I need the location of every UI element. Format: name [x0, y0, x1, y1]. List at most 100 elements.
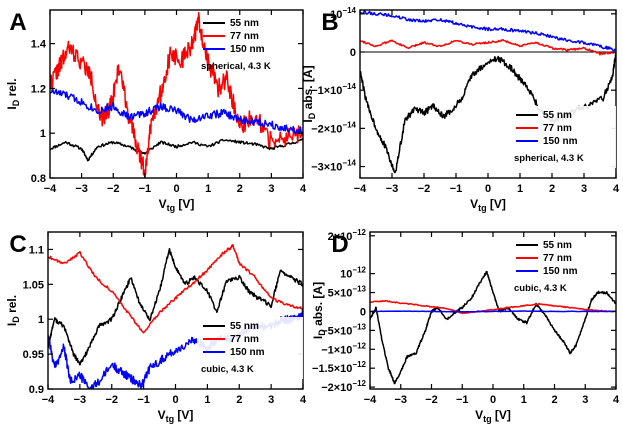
x-tick-label: 3	[268, 183, 274, 195]
x-tick-label: −1	[450, 183, 463, 195]
annotation-label: spherical, 4.3 K	[514, 153, 584, 164]
y-tick-label: 10−12	[340, 266, 366, 281]
x-tick-label: 2	[551, 394, 557, 406]
y-tick-label: −2×10−12	[321, 379, 366, 394]
y-tick-label: −2×10−14	[311, 120, 356, 135]
y-tick-label: 1	[40, 128, 46, 140]
x-tick-label: −4	[44, 183, 57, 195]
x-tick-label: 3	[268, 394, 274, 406]
y-tick-label: −1×10−14	[311, 82, 356, 97]
x-tick-label: 1	[204, 394, 210, 406]
y-axis-label: ID abs. [A]	[311, 282, 327, 339]
y-tick-label: 2×10−12	[328, 228, 367, 243]
x-tick-label: 2	[237, 183, 243, 195]
y-tick-label: −5×10−13	[321, 322, 366, 337]
legend-label: 77 nm	[230, 334, 259, 345]
x-tick-label: −2	[418, 183, 431, 195]
legend-label: 55 nm	[543, 240, 572, 251]
x-tick-label: 1	[517, 183, 523, 195]
y-tick-label: −3×10−14	[311, 159, 356, 174]
x-tick-label: 1	[521, 394, 527, 406]
legend-label: 77 nm	[230, 31, 259, 42]
x-tick-label: 3	[581, 183, 587, 195]
x-tick-label: −3	[386, 183, 399, 195]
x-tick-label: 2	[549, 183, 555, 195]
y-tick-label: 1	[38, 314, 44, 326]
x-tick-label: 4	[613, 183, 620, 195]
series-line-77-nm	[360, 38, 616, 56]
legend-label: 55 nm	[230, 18, 259, 29]
y-tick-label: −1×10−12	[321, 341, 366, 356]
y-tick-label: 0.8	[31, 173, 46, 185]
legend-label: 77 nm	[543, 123, 572, 134]
legend-label: 150 nm	[543, 266, 578, 277]
series-line-150-nm	[360, 10, 616, 52]
y-tick-label: 0.95	[23, 349, 44, 361]
x-axis-label: Vtg [V]	[158, 408, 194, 424]
panel-b: −4 −3 −2 −1 0 1 2 3 4 10−14 0 −1×10−14 −2×10−14 −3×10…	[301, 6, 620, 213]
x-tick-label: −2	[105, 394, 118, 406]
legend: 55 nm 77 nm 150 nm cubic, 4.3 K	[514, 240, 578, 294]
x-axis-label: Vtg [V]	[159, 197, 195, 213]
x-tick-label: −4	[354, 183, 367, 195]
y-tick-label: 1.1	[29, 244, 44, 256]
y-tick-label: 0	[350, 47, 356, 59]
y-axis-label: ID rel.	[5, 295, 21, 326]
x-tick-label: −4	[42, 394, 55, 406]
y-axis-label: ID abs. [A]	[301, 65, 317, 122]
panel-letter: D	[331, 231, 348, 258]
x-tick-label: 0	[173, 183, 179, 195]
panel-a: −4 −3 −2 −1 0 1 2 3 4 0.8 1 1.2 1.4 Vtg [V] ID rel. A 55…	[5, 9, 307, 213]
x-tick-label: −1	[139, 183, 152, 195]
legend-background	[510, 106, 616, 168]
legend: 55 nm 77 nm 150 nm cubic, 4.3 K	[197, 317, 303, 379]
x-tick-label: −2	[107, 183, 120, 195]
x-tick-label: −3	[74, 394, 87, 406]
x-tick-label: 4	[300, 394, 307, 406]
x-tick-label: −3	[394, 394, 407, 406]
series-line-150-nm	[50, 87, 303, 136]
series-line-55-nm	[370, 270, 616, 385]
x-tick-label: 2	[236, 394, 242, 406]
annotation-label: spherical, 4.3 K	[201, 61, 271, 72]
x-tick-label: 3	[582, 394, 588, 406]
legend-label: 150 nm	[230, 44, 265, 55]
legend-label: 150 nm	[230, 347, 265, 358]
x-tick-label: 0	[172, 394, 178, 406]
x-tick-label: −3	[75, 183, 88, 195]
x-tick-label: −2	[425, 394, 438, 406]
legend-label: 150 nm	[543, 136, 578, 147]
series-line-55-nm	[48, 247, 303, 366]
x-tick-label: −1	[456, 394, 469, 406]
panel-c: −4 −3 −2 −1 0 1 2 3 4 0.9 0.95 1 1.05 1.1 Vtg [V] ID re…	[5, 231, 307, 424]
legend-label: 77 nm	[543, 253, 572, 264]
x-tick-label: −1	[137, 394, 150, 406]
x-tick-label: 4	[613, 394, 620, 406]
series-line-77-nm	[50, 11, 303, 178]
legend-label: 55 nm	[543, 110, 572, 121]
y-tick-label: 1.05	[23, 279, 44, 291]
y-tick-label: 5×10−13	[328, 285, 367, 300]
series-line-150-nm	[370, 310, 616, 313]
series-line-77-nm	[370, 299, 616, 315]
x-tick-label: 0	[485, 183, 491, 195]
annotation-label: cubic, 4.3 K	[201, 364, 254, 375]
x-axis-label: Vtg [V]	[470, 197, 506, 213]
panel-letter: B	[321, 9, 338, 36]
y-tick-label: 1.4	[31, 39, 47, 51]
y-axis-label: ID rel.	[5, 78, 21, 109]
panel-d: −4 −3 −2 −1 0 1 2 3 4 2×10−12 10−12 5×10−13 0 −5×10−1…	[311, 228, 620, 424]
x-axis-label: Vtg [V]	[475, 408, 511, 424]
legend: 55 nm 77 nm 150 nm spherical, 4.3 K	[201, 18, 271, 72]
x-tick-label: −4	[364, 394, 377, 406]
x-tick-label: 0	[490, 394, 496, 406]
plot-frame	[49, 9, 304, 179]
y-tick-label: 0.9	[29, 384, 44, 396]
y-tick-label: 10−14	[330, 6, 356, 21]
y-tick-label: −1.5×10−12	[312, 360, 366, 375]
x-tick-label: 4	[300, 183, 307, 195]
panel-letter: C	[9, 231, 26, 258]
series-line-55-nm	[50, 138, 303, 162]
y-tick-label: 1.2	[31, 83, 46, 95]
